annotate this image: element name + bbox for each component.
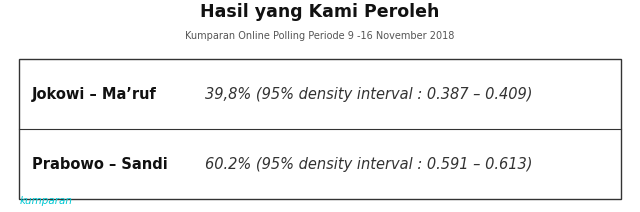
Text: Hasil yang Kami Peroleh: Hasil yang Kami Peroleh (200, 3, 440, 21)
Text: 60.2% (95% density interval : 0.591 – 0.613): 60.2% (95% density interval : 0.591 – 0.… (205, 157, 532, 172)
Text: Jokowi – Ma’ruf: Jokowi – Ma’ruf (32, 87, 157, 102)
Text: Prabowo – Sandi: Prabowo – Sandi (32, 157, 168, 172)
Text: kumparan: kumparan (19, 196, 72, 206)
Text: Kumparan Online Polling Periode 9 -16 November 2018: Kumparan Online Polling Periode 9 -16 No… (186, 31, 454, 41)
Text: 39,8% (95% density interval : 0.387 – 0.409): 39,8% (95% density interval : 0.387 – 0.… (205, 87, 532, 102)
FancyBboxPatch shape (19, 59, 621, 199)
